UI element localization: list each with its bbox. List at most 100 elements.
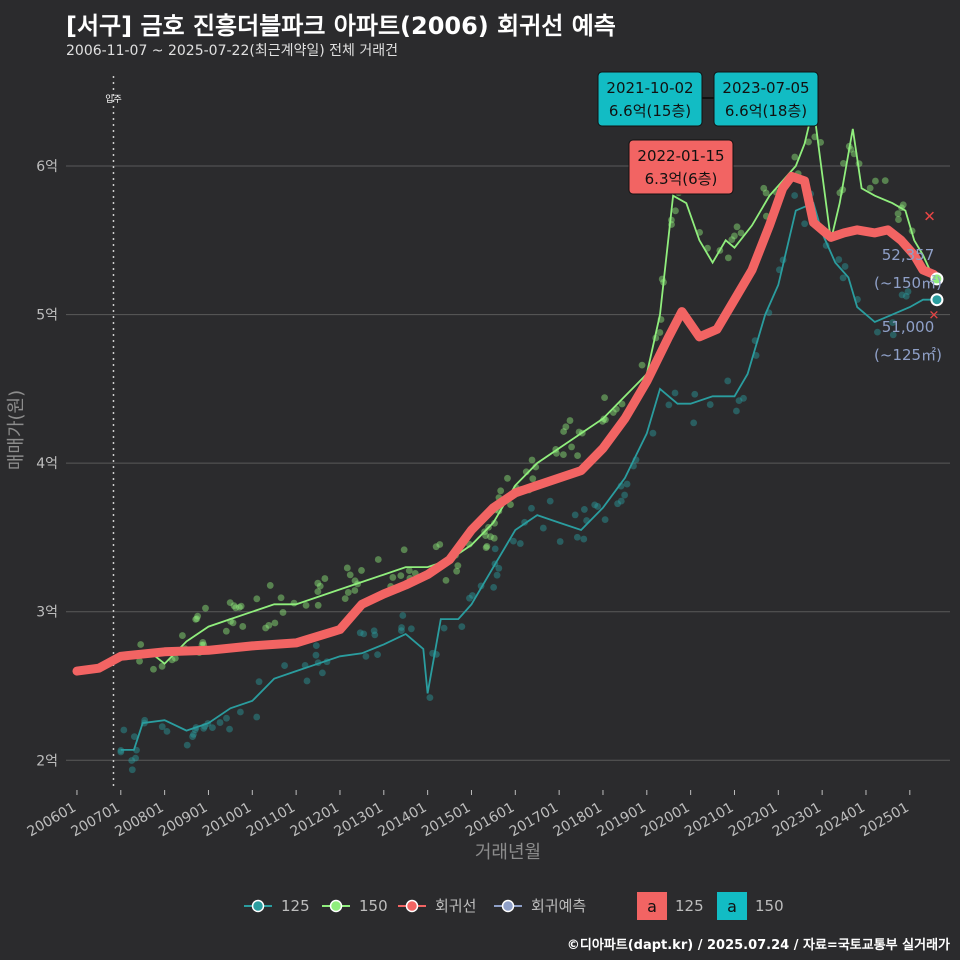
trade-point xyxy=(894,210,902,218)
trade-point xyxy=(497,487,505,495)
x-tick-label: 201201 xyxy=(288,800,342,841)
trade-point xyxy=(183,741,191,749)
trade-point xyxy=(495,564,503,572)
trade-point xyxy=(290,599,298,607)
trade-point xyxy=(237,602,245,610)
trade-point xyxy=(580,506,588,513)
trade-point xyxy=(281,662,288,669)
trade-point xyxy=(840,159,847,167)
source-caption: ©디아파트(dapt.kr) / 2025.07.24 / 자료=국토교통부 실… xyxy=(566,938,950,953)
trade-point xyxy=(370,627,378,635)
trade-point xyxy=(507,501,514,508)
trade-point xyxy=(724,254,732,262)
trade-point xyxy=(656,329,664,336)
axis-ticks: 2억 3억 4억 5억 6억 200601200701200801200901201001… xyxy=(25,159,912,840)
trade-point xyxy=(216,719,224,726)
y-tick-label: 6억 xyxy=(36,159,58,175)
trade-point xyxy=(504,474,511,482)
trade-point xyxy=(671,389,679,397)
trade-point xyxy=(374,556,382,563)
trade-point xyxy=(407,625,415,633)
trade-point xyxy=(360,630,368,638)
trade-point xyxy=(573,533,581,541)
x-tick-label: 201701 xyxy=(507,800,561,841)
x-axis-title: 거래년월 xyxy=(475,842,541,863)
trade-point xyxy=(638,361,646,369)
x-tick-label: 201801 xyxy=(551,800,605,841)
trade-point xyxy=(223,714,230,722)
trade-point xyxy=(358,567,365,574)
trade-point xyxy=(491,545,499,553)
trade-point xyxy=(728,236,736,244)
y-tick-label: 4억 xyxy=(36,456,58,472)
trade-point xyxy=(302,601,310,609)
trade-point xyxy=(623,480,631,488)
trade-point xyxy=(899,201,907,209)
trade-point xyxy=(618,400,626,408)
trade-point xyxy=(442,576,450,584)
end-label-area: (~150㎡) xyxy=(874,274,942,292)
y-tick-label: 2억 xyxy=(36,753,58,769)
legend-marker xyxy=(251,899,265,913)
legend-marker xyxy=(501,899,515,913)
trade-point xyxy=(426,694,434,701)
legend-label: 125 xyxy=(281,897,310,915)
trade-point xyxy=(436,541,444,548)
trade-point xyxy=(226,599,234,607)
trade-point xyxy=(791,153,799,161)
trade-point xyxy=(690,419,698,427)
trade-point xyxy=(150,665,157,673)
trade-point xyxy=(691,390,699,398)
trade-point xyxy=(374,651,381,659)
annotation-value: 6.6억(18층) xyxy=(725,102,807,120)
trade-point xyxy=(731,232,738,240)
trade-point xyxy=(314,588,322,595)
trade-point xyxy=(262,624,270,632)
x-tick-label: 202201 xyxy=(726,800,780,841)
trade-point xyxy=(482,532,489,540)
legend-label: 회귀예측 xyxy=(531,897,586,915)
end-label-value: 51,000 xyxy=(882,318,935,336)
trade-point xyxy=(529,475,537,483)
x-tick-label: 201101 xyxy=(244,800,298,841)
trade-point xyxy=(158,662,166,670)
trade-point xyxy=(493,571,501,579)
trade-point xyxy=(724,377,732,385)
trade-point xyxy=(483,542,491,550)
x-tick-label: 201401 xyxy=(375,800,429,841)
trade-point xyxy=(904,288,912,295)
trade-point xyxy=(559,451,567,458)
x-tick-label: 200701 xyxy=(69,800,123,841)
trade-point xyxy=(733,407,740,415)
y-axis-title: 매매가(원) xyxy=(6,390,27,470)
trade-point xyxy=(362,652,370,660)
trade-point xyxy=(130,733,138,741)
trade-point xyxy=(440,624,448,632)
annotation-date: 2022-01-15 xyxy=(637,147,724,165)
trade-point xyxy=(805,138,812,146)
trade-point xyxy=(192,615,200,623)
trade-point xyxy=(580,535,588,543)
end-marker-125 xyxy=(930,293,944,307)
legend-key-letter: a xyxy=(647,897,657,916)
trade-point xyxy=(277,594,285,602)
chart-title: [서구] 금호 진흥더블파크 아파트(2006) 회귀선 예측 xyxy=(66,12,616,40)
trade-point xyxy=(706,401,714,408)
trade-point xyxy=(226,725,233,733)
x-tick-label: 201301 xyxy=(332,800,386,841)
series-lines: ✕✕ xyxy=(72,106,944,751)
trade-point xyxy=(346,571,354,579)
trade-point xyxy=(546,497,554,505)
legend-label: 150 xyxy=(359,897,388,915)
trade-point xyxy=(137,641,145,648)
trade-point xyxy=(490,534,498,542)
trade-point xyxy=(482,544,490,551)
trade-point xyxy=(253,713,261,721)
x-tick-label: 200901 xyxy=(156,800,210,841)
trade-point xyxy=(889,331,897,339)
trade-point xyxy=(265,621,273,629)
trade-point xyxy=(222,627,230,635)
x-tick-label: 200801 xyxy=(112,800,166,841)
trade-point xyxy=(312,642,320,650)
annotation-box xyxy=(628,139,734,195)
